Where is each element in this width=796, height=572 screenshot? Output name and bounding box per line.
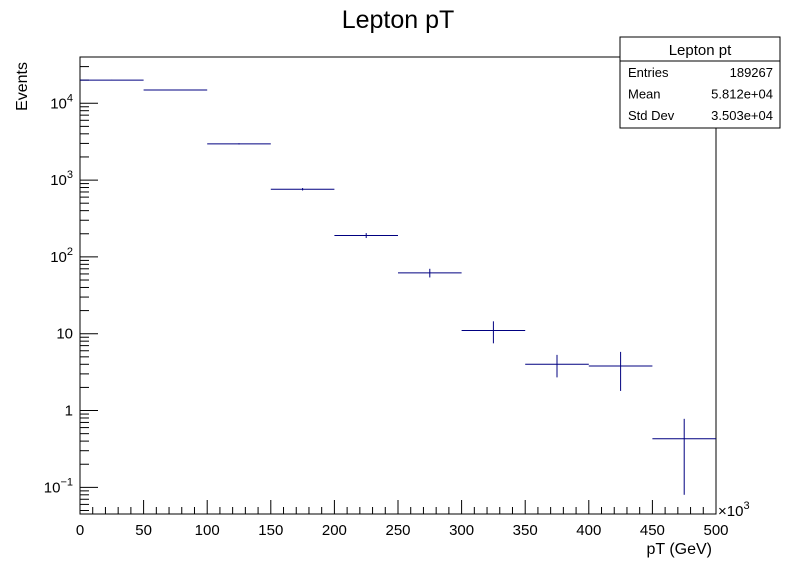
histogram-bin (588, 351, 653, 391)
stats-box-frame (619, 36, 781, 129)
stats-label: Mean (628, 87, 661, 102)
x-tick-label: 50 (135, 522, 152, 539)
stats-box-title: Lepton pt (669, 42, 732, 59)
y-tick-label: 102 (50, 246, 73, 266)
y-tick-label: 104 (50, 92, 73, 112)
stats-box: Lepton pt Entries 189267 Mean 5.812e+04 Std … (619, 36, 781, 129)
y-tick-label: 10−1 (44, 476, 73, 496)
stats-label: Std Dev (628, 108, 675, 123)
histogram-bin (652, 418, 716, 495)
x-tick-label: 100 (195, 522, 220, 539)
y-tick-label: 1 (65, 403, 73, 420)
chart-title: Lepton pT (342, 6, 455, 34)
histogram-bin (270, 188, 335, 191)
y-axis: 10−1 1 10 102 103 104 (44, 56, 98, 511)
y-tick-label: 103 (50, 169, 73, 189)
stats-value: 189267 (730, 65, 773, 80)
x-tick-label: 400 (576, 522, 601, 539)
stats-value: 5.812e+04 (711, 87, 773, 102)
x-tick-label: 200 (322, 522, 347, 539)
x-axis: 0 50 100 150 200 250 300 350 400 450 500 (76, 500, 729, 539)
x-axis-label: pT (GeV) (647, 541, 713, 558)
histogram-bin (461, 321, 526, 344)
x-tick-label: 150 (258, 522, 283, 539)
y-tick-label: 10 (56, 326, 73, 343)
x-tick-label: 300 (449, 522, 474, 539)
x-tick-label: 350 (513, 522, 538, 539)
x-tick-label: 450 (640, 522, 665, 539)
histogram-bin (334, 233, 398, 239)
stats-label: Entries (628, 65, 669, 80)
x-tick-label: 250 (385, 522, 410, 539)
y-axis-label: Events (14, 62, 31, 111)
histogram-bin (525, 354, 589, 378)
histogram-bin (398, 268, 462, 278)
x-tick-label: 500 (703, 522, 728, 539)
x-axis-multiplier: ×103 (718, 500, 750, 520)
histogram-bin (143, 89, 208, 91)
histogram-bins (80, 79, 716, 495)
histogram-bin (207, 143, 271, 145)
stats-value: 3.503e+04 (711, 108, 773, 123)
x-tick-label: 0 (76, 522, 84, 539)
